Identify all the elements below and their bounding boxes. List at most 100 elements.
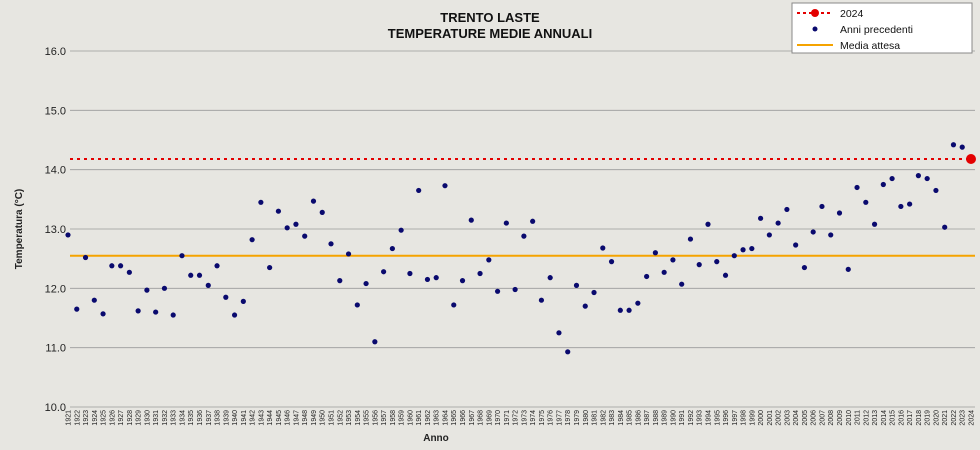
x-tick-label: 1923 [83, 410, 90, 426]
data-point [626, 307, 632, 313]
data-point [258, 199, 264, 205]
x-tick-label: 2017 [907, 410, 914, 426]
x-tick-label: 1954 [355, 410, 362, 426]
x-tick-label: 2015 [890, 410, 897, 426]
x-tick-label: 2014 [881, 410, 888, 426]
x-tick-label: 1951 [329, 410, 336, 426]
data-point [477, 270, 483, 277]
data-point [345, 251, 352, 257]
data-point [459, 278, 466, 284]
chart-subtitle: TEMPERATURE MEDIE ANNUALI [388, 26, 592, 41]
x-tick-label: 1991 [679, 410, 686, 426]
x-tick-label: 2021 [942, 410, 949, 426]
data-point [845, 266, 851, 272]
x-tick-labels: 1921 1922 1923 1924 1925 1926 1927 1928 1929 1930… [66, 410, 976, 426]
data-point [433, 275, 439, 281]
x-tick-label: 1964 [442, 410, 449, 426]
data-point [696, 262, 702, 268]
data-point [442, 183, 448, 189]
data-point [144, 287, 150, 293]
x-tick-label: 1947 [293, 410, 300, 426]
x-tick-label: 1999 [749, 410, 756, 426]
data-point [126, 269, 132, 275]
x-tick-label: 1944 [267, 410, 274, 426]
x-tick-label: 1929 [136, 410, 143, 426]
data-point [907, 201, 913, 207]
x-tick-label: 1948 [302, 410, 309, 426]
x-tick-label: 2001 [767, 410, 774, 426]
y-tick-label: 15.0 [45, 105, 66, 117]
x-tick-label: 2003 [784, 410, 791, 426]
legend-previous-marker [812, 26, 818, 32]
x-tick-label: 2023 [960, 410, 967, 426]
x-tick-label: 1962 [425, 410, 432, 426]
x-tick-label: 2006 [811, 410, 818, 426]
data-point [521, 233, 527, 239]
x-tick-label: 1921 [66, 410, 73, 426]
data-point [100, 311, 106, 317]
chart-title: TRENTO LASTE [440, 10, 540, 25]
x-tick-label: 1953 [346, 410, 353, 426]
x-tick-label: 1959 [399, 410, 406, 426]
data-point [573, 282, 580, 288]
y-tick-label: 13.0 [45, 224, 66, 236]
x-tick-label: 1942 [250, 410, 257, 426]
x-tick-label: 1930 [144, 410, 151, 426]
x-tick-label: 1961 [416, 410, 423, 426]
x-tick-label: 1989 [662, 410, 669, 426]
data-point [608, 259, 615, 265]
data-point [223, 294, 229, 300]
x-tick-label: 1952 [337, 410, 344, 426]
data-point [880, 181, 886, 188]
x-tick-label: 2016 [898, 410, 905, 426]
x-tick-label: 1969 [486, 410, 493, 426]
data-point [714, 259, 720, 265]
x-tick-label: 1981 [592, 410, 599, 426]
x-tick-label: 1936 [197, 410, 204, 426]
data-point [556, 330, 562, 336]
data-point [757, 215, 764, 221]
x-tick-label: 1924 [92, 410, 99, 426]
data-point [135, 308, 141, 314]
data-point [731, 253, 737, 259]
data-point [644, 273, 650, 280]
x-tick-label: 1955 [364, 410, 371, 426]
data-point [705, 221, 711, 227]
data-point [854, 184, 860, 191]
data-point [670, 257, 676, 263]
data-point [889, 175, 895, 182]
x-tick-label: 1960 [407, 410, 414, 426]
legend-current-marker [811, 9, 819, 17]
x-tick-label: 1967 [469, 410, 476, 426]
x-tick-label: 2010 [846, 410, 853, 426]
x-tick-label: 1992 [688, 410, 695, 426]
x-tick-label: 1970 [495, 410, 502, 426]
data-point [775, 220, 781, 226]
x-tick-label: 1987 [644, 410, 651, 426]
x-tick-label: 1986 [635, 410, 642, 426]
x-tick-label: 2013 [872, 410, 879, 426]
data-point [828, 232, 834, 238]
y-tick-label: 14.0 [45, 165, 66, 177]
data-point [749, 245, 755, 252]
x-tick-label: 1940 [232, 410, 239, 426]
y-tick-label: 16.0 [45, 46, 66, 58]
data-point [687, 236, 694, 242]
x-tick-label: 1985 [627, 410, 634, 426]
legend-previous-label: Anni precedenti [840, 24, 913, 36]
x-tick-label: 2018 [916, 410, 923, 426]
data-point [381, 269, 387, 275]
data-point [801, 264, 808, 271]
x-tick-label: 2004 [793, 410, 800, 426]
x-tick-label: 1995 [714, 410, 721, 426]
grid-lines [70, 50, 975, 408]
data-point [398, 227, 404, 233]
x-tick-label: 1993 [697, 410, 704, 426]
data-point [582, 303, 588, 309]
x-tick-label: 1937 [206, 410, 213, 426]
x-tick-label: 2012 [863, 410, 870, 426]
current-year-point [966, 153, 976, 164]
data-point [161, 285, 168, 291]
x-tick-label: 1928 [127, 410, 134, 426]
